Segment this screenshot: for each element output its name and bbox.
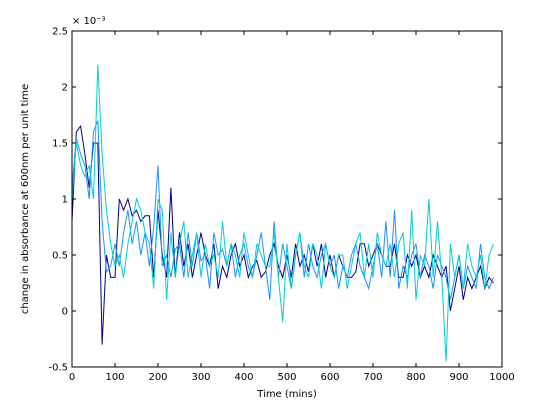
y-axis-ticks: -0.5 0 0.5 1 1.5 2 2.5 [48, 27, 502, 374]
x-axis-ticks: 0 100 200 300 400 500 600 700 800 900 1000 [69, 31, 515, 383]
x-tick-label: 500 [277, 372, 296, 383]
x-tick-label: 700 [363, 372, 382, 383]
y-tick-label: -0.5 [48, 363, 68, 374]
y-tick-label: 1 [62, 195, 68, 206]
x-tick-label: 200 [148, 372, 167, 383]
x-tick-label: 400 [234, 372, 253, 383]
y-tick-label: 0.5 [52, 251, 68, 262]
plot-area [72, 31, 502, 367]
x-tick-label: 800 [406, 372, 425, 383]
series-layer [71, 64, 494, 362]
x-tick-label: 300 [191, 372, 210, 383]
y-tick-label: 2 [62, 83, 68, 94]
x-tick-label: 100 [105, 372, 124, 383]
y-axis-multiplier: × 10⁻³ [72, 16, 106, 27]
y-axis-label: change in absorbance at 600nm per unit t… [20, 84, 31, 314]
y-tick-label: 2.5 [52, 27, 68, 38]
x-axis-label: Time (mins) [256, 389, 317, 400]
x-tick-label: 1000 [489, 372, 514, 383]
y-tick-label: 0 [62, 307, 68, 318]
series-line-3 [71, 64, 494, 362]
y-tick-label: 1.5 [52, 139, 68, 150]
x-tick-label: 600 [320, 372, 339, 383]
x-tick-label: 900 [449, 372, 468, 383]
x-tick-label: 0 [69, 372, 75, 383]
